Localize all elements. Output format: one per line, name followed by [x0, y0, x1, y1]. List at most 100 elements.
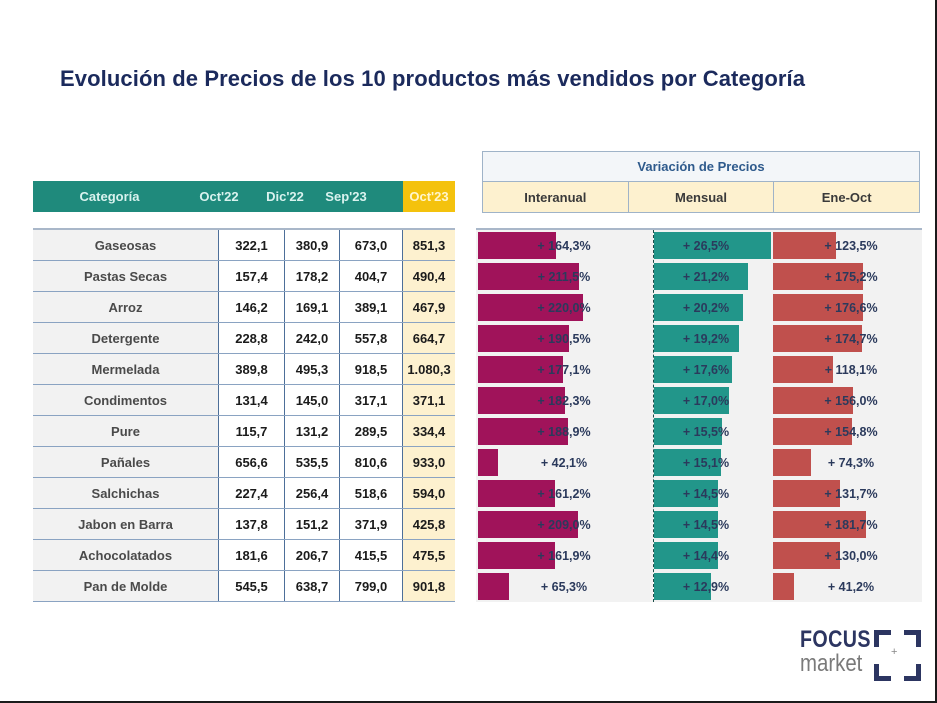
- mensual-label: + 17,0%: [682, 393, 730, 408]
- mensual-label: + 21,2%: [682, 269, 730, 284]
- ene-oct-label: + 176,6%: [824, 300, 878, 315]
- interanual-label: + 211,5%: [537, 269, 591, 284]
- price-cell-oct22: 181,6: [219, 540, 285, 570]
- interanual-bar: [478, 232, 556, 259]
- logo-corner-icon: [904, 630, 921, 647]
- category-cell: Gaseosas: [33, 230, 219, 260]
- price-cell-oct22: 137,8: [219, 509, 285, 539]
- table-row: Achocolatados 181,6 206,7 415,5 475,5: [33, 540, 455, 571]
- price-cell-dic22: 131,2: [285, 416, 340, 446]
- mensual-label: + 14,5%: [682, 517, 730, 532]
- price-cell-oct23: 371,1: [403, 385, 455, 415]
- price-cell-dic22: 535,5: [285, 447, 340, 477]
- interanual-bar: [478, 511, 578, 538]
- variation-title: Variación de Precios: [482, 151, 920, 182]
- price-cell-sep23: 918,5: [340, 354, 403, 384]
- mensual-label: + 14,4%: [682, 548, 730, 563]
- interanual-bar: [478, 480, 555, 507]
- bar-row: + 188,9% + 15,5% + 154,8%: [476, 416, 922, 447]
- price-cell-sep23: 371,9: [340, 509, 403, 539]
- price-cell-dic22: 256,4: [285, 478, 340, 508]
- interanual-bar: [478, 573, 509, 600]
- category-cell: Pure: [33, 416, 219, 446]
- table-row: Detergente 228,8 242,0 557,8 664,7: [33, 323, 455, 354]
- bar-row: + 209,0% + 14,5% + 181,7%: [476, 509, 922, 540]
- price-cell-oct23: 425,8: [403, 509, 455, 539]
- mensual-axis-line: [653, 230, 654, 602]
- price-cell-sep23: 389,1: [340, 292, 403, 322]
- logo-corner-icon: [874, 664, 891, 681]
- table-row: Pastas Secas 157,4 178,2 404,7 490,4: [33, 261, 455, 292]
- category-cell: Salchichas: [33, 478, 219, 508]
- price-cell-oct22: 656,6: [219, 447, 285, 477]
- ene-oct-bar: [773, 449, 811, 476]
- ene-oct-bar: [773, 418, 852, 445]
- interanual-bar: [478, 387, 565, 414]
- header-interanual: Interanual: [483, 182, 629, 212]
- interanual-bar: [478, 418, 568, 445]
- ene-oct-label: + 118,1%: [824, 362, 878, 377]
- category-cell: Achocolatados: [33, 540, 219, 570]
- interanual-bar: [478, 294, 583, 321]
- mensual-bar: [654, 387, 729, 414]
- logo-plus-icon: +: [891, 646, 898, 658]
- interanual-label: + 161,9%: [537, 548, 591, 563]
- interanual-label: + 188,9%: [537, 424, 591, 439]
- header-categoria: Categoría: [79, 189, 140, 204]
- table-row: Condimentos 131,4 145,0 317,1 371,1: [33, 385, 455, 416]
- mensual-bar: [654, 418, 722, 445]
- category-cell: Pan de Molde: [33, 571, 219, 601]
- page-border-right: [935, 0, 937, 703]
- table-row: Salchichas 227,4 256,4 518,6 594,0: [33, 478, 455, 509]
- ene-oct-bar: [773, 356, 833, 383]
- ene-oct-label: + 181,7%: [824, 517, 878, 532]
- interanual-bar: [478, 356, 563, 383]
- logo-market-text: market: [800, 650, 863, 677]
- price-cell-oct23: 664,7: [403, 323, 455, 353]
- price-cell-oct22: 322,1: [219, 230, 285, 260]
- price-cell-oct23: 901,8: [403, 571, 455, 601]
- ene-oct-label: + 74,3%: [827, 455, 875, 470]
- mensual-bar: [654, 263, 748, 290]
- price-cell-oct23: 594,0: [403, 478, 455, 508]
- price-cell-sep23: 317,1: [340, 385, 403, 415]
- mensual-bar: [654, 573, 711, 600]
- mensual-label: + 15,5%: [682, 424, 730, 439]
- table-row: Pure 115,7 131,2 289,5 334,4: [33, 416, 455, 447]
- bar-row: + 164,3% + 26,5% + 123,5%: [476, 230, 922, 261]
- header-oct22: Oct'22: [199, 189, 239, 204]
- category-cell: Condimentos: [33, 385, 219, 415]
- mensual-label: + 19,2%: [682, 331, 730, 346]
- bar-row: + 190,5% + 19,2% + 174,7%: [476, 323, 922, 354]
- category-cell: Arroz: [33, 292, 219, 322]
- price-cell-oct22: 228,8: [219, 323, 285, 353]
- ene-oct-label: + 175,2%: [824, 269, 878, 284]
- ene-oct-bar: [773, 542, 840, 569]
- mensual-label: + 15,1%: [682, 455, 730, 470]
- header-ene-oct: Ene-Oct: [774, 182, 920, 212]
- price-cell-oct23: 475,5: [403, 540, 455, 570]
- page-title: Evolución de Precios de los 10 productos…: [60, 66, 806, 91]
- price-cell-dic22: 380,9: [285, 230, 340, 260]
- header-oct23: Oct'23: [403, 181, 455, 212]
- price-cell-oct22: 146,2: [219, 292, 285, 322]
- interanual-bar: [478, 449, 498, 476]
- mensual-bar: [654, 511, 718, 538]
- price-table-header: Categoría Oct'22 Dic'22 Sep'23 Oct'23: [33, 181, 455, 212]
- table-row: Arroz 146,2 169,1 389,1 467,9: [33, 292, 455, 323]
- logo-corner-icon: [904, 664, 921, 681]
- ene-oct-bar: [773, 232, 836, 259]
- price-cell-sep23: 415,5: [340, 540, 403, 570]
- mensual-bar: [654, 480, 718, 507]
- price-cell-sep23: 404,7: [340, 261, 403, 291]
- price-cell-oct22: 545,5: [219, 571, 285, 601]
- price-table: Gaseosas 322,1 380,9 673,0 851,3 Pastas Secas…: [33, 228, 455, 602]
- price-cell-dic22: 169,1: [285, 292, 340, 322]
- price-cell-oct23: 1.080,3: [403, 354, 455, 384]
- price-cell-oct23: 851,3: [403, 230, 455, 260]
- interanual-label: + 190,5%: [537, 331, 591, 346]
- interanual-bar: [478, 542, 555, 569]
- interanual-label: + 209,0%: [537, 517, 591, 532]
- mensual-label: + 12,9%: [682, 579, 730, 594]
- ene-oct-bar: [773, 573, 794, 600]
